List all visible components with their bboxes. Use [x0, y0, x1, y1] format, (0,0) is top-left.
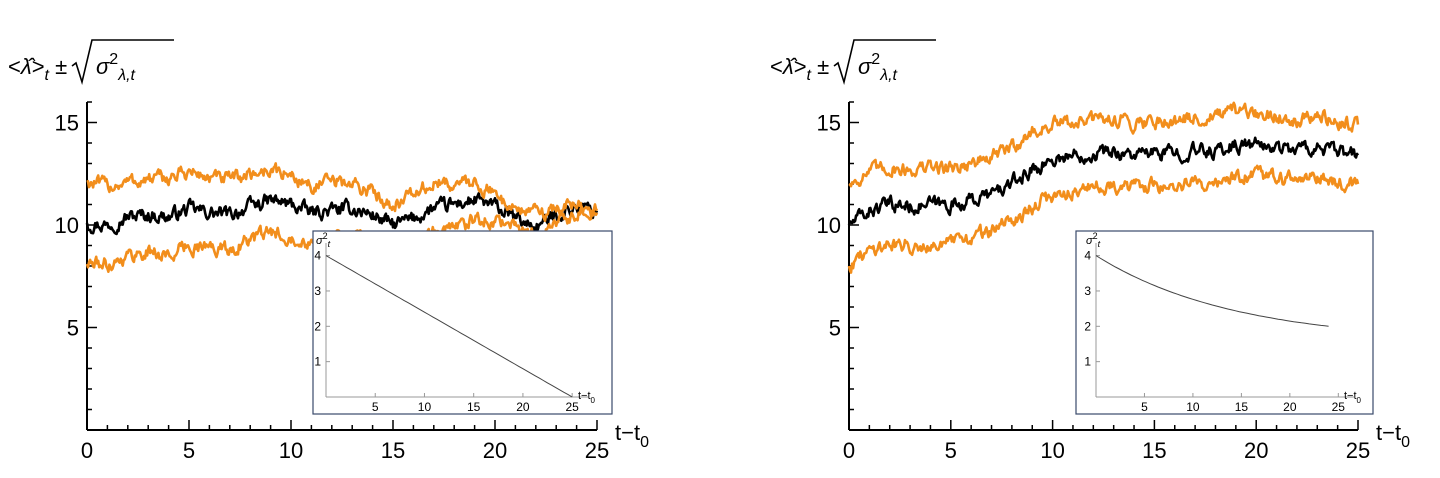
- series-line-mean_plus_sd: [86, 162, 599, 222]
- inset-y-tick-label: 3: [1084, 284, 1091, 298]
- inset-x-tick-label: 15: [1235, 400, 1249, 414]
- inset-x-tick-label: 15: [467, 400, 481, 414]
- right-chart-panel: 0 5 10 15 20 25 5 10 15 t−t0 <λ̂>t ± σ2λ,t 5 10 15 20 25…: [770, 39, 1410, 463]
- x-tick-label: 25: [585, 438, 609, 463]
- y-tick-label: 10: [817, 213, 841, 238]
- inset-x-tick-label: 5: [1141, 400, 1148, 414]
- y-axis-title-text: <λ̂>t ±: [770, 54, 829, 84]
- inset-title: σ2t: [316, 231, 331, 249]
- series-line-mean_plus_sd: [848, 101, 1360, 188]
- x-tick-label: 0: [843, 438, 855, 463]
- inset-y-tick-label: 1: [314, 355, 321, 369]
- left-chart-panel: 0 5 10 15 20 25 5 10 15 t−t0 <λ̂>t ± σ2λ,t 5 10 15 20 25…: [8, 39, 649, 463]
- inset-x-tick-label: 20: [516, 400, 530, 414]
- inset-y-tick-label: 4: [314, 249, 321, 263]
- inset-x-tick-label: 10: [1186, 400, 1200, 414]
- inset-x-tick-label: 25: [565, 400, 579, 414]
- y-axis-title-text: <λ̂>t ±: [8, 54, 67, 84]
- y-tick-label: 10: [55, 213, 79, 238]
- y-axis-title: <λ̂>t ± σ2λ,t: [770, 39, 936, 85]
- inset-x-tick-label: 25: [1332, 400, 1346, 414]
- inset-x-tick-label: 5: [372, 400, 379, 414]
- x-axis-title: t−t0: [615, 420, 649, 451]
- x-tick-label: 25: [1346, 438, 1370, 463]
- x-tick-label: 10: [279, 438, 303, 463]
- x-tick-label: 20: [1244, 438, 1268, 463]
- y-axis-title: <λ̂>t ± σ2λ,t: [8, 39, 174, 85]
- inset-x-axis-title: t−t0: [578, 390, 596, 405]
- sqrt-radical: [71, 39, 174, 85]
- y-tick-label: 15: [55, 111, 79, 136]
- sqrt-radicand: σ2λ,t: [96, 51, 136, 84]
- inset-title: σ2t: [1086, 231, 1101, 249]
- inset-y-tick-label: 2: [1084, 319, 1091, 333]
- inset-frame: [1075, 230, 1374, 415]
- x-tick-label: 5: [183, 438, 195, 463]
- inset-x-tick-label: 20: [1283, 400, 1297, 414]
- y-tick-label: 5: [829, 316, 841, 341]
- sqrt-radicand: σ2λ,t: [858, 51, 898, 84]
- inset-frame: [312, 230, 613, 415]
- inset-x-axis-title: t−t0: [1344, 390, 1362, 405]
- x-axis-title: t−t0: [1376, 420, 1410, 451]
- x-tick-label: 20: [483, 438, 507, 463]
- series-line-mean: [847, 136, 1360, 226]
- inset-y-tick-label: 2: [314, 319, 321, 333]
- y-tick-label: 5: [67, 316, 79, 341]
- x-tick-label: 0: [81, 438, 93, 463]
- series-line-mean: [85, 192, 599, 236]
- inset-y-tick-label: 3: [314, 284, 321, 298]
- x-tick-label: 15: [1142, 438, 1166, 463]
- inset-y-tick-label: 4: [1084, 249, 1091, 263]
- y-tick-label: 15: [817, 111, 841, 136]
- x-tick-label: 5: [945, 438, 957, 463]
- x-tick-label: 10: [1040, 438, 1064, 463]
- x-tick-label: 15: [381, 438, 405, 463]
- inset-x-tick-label: 10: [418, 400, 432, 414]
- series-line-mean_minus_sd: [847, 164, 1360, 274]
- inset-y-tick-label: 1: [1084, 355, 1091, 369]
- inset-curve: [325, 255, 573, 398]
- inset-curve: [1095, 255, 1329, 327]
- sqrt-radical: [833, 39, 936, 85]
